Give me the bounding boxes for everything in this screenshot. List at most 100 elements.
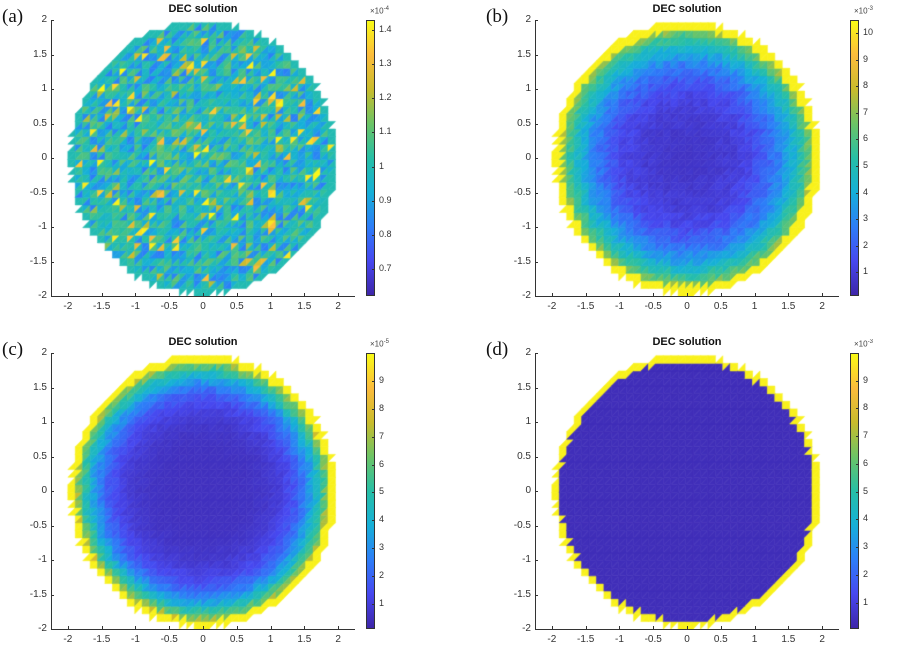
colorbar-tick [856,59,859,61]
y-tick-label: 0 [41,485,47,496]
x-tick [101,293,103,296]
x-tick-label: -2 [547,301,557,312]
colorbar-tick-label: 5 [379,486,385,497]
y-tick [535,387,538,389]
x-tick-label: 2 [819,634,825,645]
colorbar-tick [372,30,375,32]
y-tick [535,560,538,561]
x-tick [788,293,790,296]
x-tick-label: -0.5 [644,301,662,312]
colorbar-tick-label: 5 [863,159,869,170]
y-tick-label: 1.5 [33,48,47,60]
y-tick [51,456,54,458]
colorbar-tick [372,98,375,100]
colorbar-tick [372,64,375,66]
colorbar-tick-label: 6 [863,457,869,468]
plot-panel: (a) DEC solution -2 -1.5 -1 -0.5 0 0.5 1 1.5 2 2 1.5… [0,0,450,325]
y-tick-label: -2 [522,290,531,301]
x-axis [51,296,355,297]
y-tick-label: -0.5 [513,186,531,198]
x-tick [822,293,824,296]
x-axis [535,629,839,630]
x-tick [619,626,621,629]
colorbar-tick [372,132,375,134]
colorbar-tick-label: 9 [863,374,869,385]
colorbar-tick-label: 1 [863,266,869,277]
colorbar-tick-label: 1.2 [379,92,392,103]
y-tick-label: -2 [38,623,47,634]
colorbar-tick [856,33,859,35]
y-tick [51,54,54,56]
x-tick-label: -0.5 [160,634,178,645]
x-tick-label: 0 [684,301,690,312]
colorbar-tick [856,491,859,493]
x-tick-label: 1 [267,634,274,645]
y-tick-label: -1 [38,554,47,565]
colorbar-tick [372,436,375,438]
heatmap-canvas [535,20,839,296]
plot-title: DEC solution [652,3,722,15]
x-axis [535,296,839,297]
x-tick-label: -0.5 [644,634,662,645]
y-tick-label: 1.5 [33,381,47,393]
y-tick [51,491,54,492]
colorbar-tick [372,603,375,605]
colorbar-tick [372,492,375,494]
y-tick-label: 0 [41,152,47,163]
multiplier-text: ×10 [854,339,868,349]
y-tick [535,158,538,159]
y-tick-label: -1 [38,221,47,232]
x-tick-label: -1 [614,301,624,312]
x-tick-label: 0 [200,301,206,312]
multiplier-text: ×10 [370,339,384,349]
colorbar-tick [372,548,375,550]
colorbar-tick [856,272,859,274]
plot-title: DEC solution [168,3,238,15]
multiplier-exponent: -4 [383,6,389,12]
plot-panel: (d) DEC solution -2 -1.5 -1 -0.5 0 0.5 1 1.5 2 2 1.5… [0,0,873,645]
colorbar-tick-label: 2 [863,239,869,250]
colorbar-tick-label: 2 [379,570,385,581]
x-tick-label: 0.5 [229,301,244,312]
y-tick [535,192,538,194]
y-tick [51,629,54,630]
colorbar-tick-label: 8 [379,402,385,413]
x-tick [338,626,340,629]
x-tick [304,626,306,629]
y-tick [535,227,538,228]
heatmap-canvas [51,20,355,296]
x-tick-label: 1.5 [781,301,796,312]
x-tick [687,293,688,296]
x-tick-label: 2 [819,301,825,312]
colorbar-tick [856,408,859,410]
colorbar-tick [856,192,859,194]
y-tick [535,123,538,125]
x-tick [585,626,587,629]
y-tick [51,227,54,228]
y-tick [51,158,54,159]
y-tick-label: -1.5 [29,255,47,267]
colorbar-tick-label: 1.3 [379,58,392,69]
colorbar-tick [856,519,859,521]
y-tick [51,261,54,263]
plot-title: DEC solution [168,336,238,348]
x-tick-label: -0.5 [160,301,178,312]
y-tick-label: 0.5 [33,117,47,129]
multiplier-text: ×10 [370,6,384,16]
x-tick [338,293,340,296]
x-tick [135,626,137,629]
x-tick-label: 0.5 [229,634,244,645]
colorbar-tick [372,464,375,466]
x-tick [754,626,756,629]
y-tick-label: 0.5 [33,450,47,462]
colorbar [850,353,859,629]
colorbar-tick [856,574,859,576]
x-tick [236,293,238,296]
colorbar-tick-label: 1 [863,596,869,607]
y-tick-label: 0.5 [517,117,531,129]
x-tick [169,293,171,296]
x-tick-label: -1.5 [93,301,111,312]
y-tick-label: 1.5 [517,48,531,60]
colorbar-tick-label: 9 [863,53,869,64]
colorbar-tick [856,86,859,88]
